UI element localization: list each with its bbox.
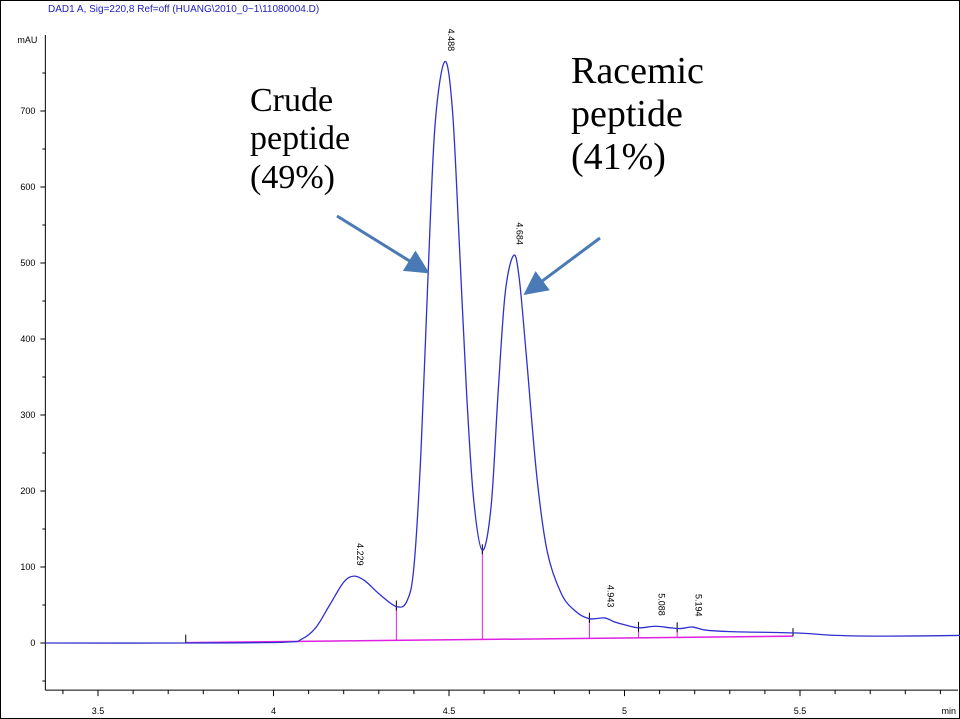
y-tick-label: 400 — [20, 334, 35, 344]
y-tick-label: 300 — [20, 410, 35, 420]
annotation-line: (41%) — [571, 135, 666, 178]
y-axis-label: mAU — [17, 35, 37, 45]
annotation-line: Racemic — [571, 50, 704, 92]
y-tick-label: 0 — [30, 638, 35, 648]
chromatogram-trace — [45, 60, 960, 644]
peak-label: 4.488 — [446, 29, 456, 52]
integration-baseline — [185, 635, 793, 644]
peak-label: 5.194 — [694, 594, 704, 617]
annotation-arrow-racemic — [523, 236, 601, 295]
chart-title: DAD1 A, Sig=220,8 Ref=off (HUANG\2010_0~… — [48, 4, 320, 15]
annotation-line: (49%) — [250, 158, 335, 196]
annotation-racemic-peptide: Racemic peptide (41%) — [571, 50, 704, 179]
x-tick-label: 4.5 — [443, 706, 456, 716]
peak-label: 5.088 — [656, 593, 666, 616]
x-tick-label: 3.5 — [92, 706, 105, 716]
peak-label: 4.684 — [515, 222, 525, 245]
annotation-arrow-crude — [336, 214, 430, 274]
peak-label: 4.943 — [605, 585, 615, 608]
x-tick-label: 4 — [271, 706, 276, 716]
peak-label: 4.229 — [355, 543, 365, 566]
x-tick-label: 5.5 — [794, 706, 807, 716]
y-tick-label: 700 — [20, 106, 35, 116]
y-tick-label: 500 — [20, 258, 35, 268]
annotation-crude-peptide: Crude peptide (49%) — [250, 82, 350, 197]
annotation-line: peptide — [250, 120, 351, 158]
y-tick-label: 200 — [20, 486, 35, 496]
annotation-line: Crude — [250, 82, 334, 119]
annotation-line: peptide — [571, 92, 683, 135]
y-tick-label: 100 — [20, 562, 35, 572]
x-tick-label: 5 — [622, 706, 627, 716]
x-axis-label: min — [941, 706, 956, 716]
y-tick-label: 600 — [20, 182, 35, 192]
